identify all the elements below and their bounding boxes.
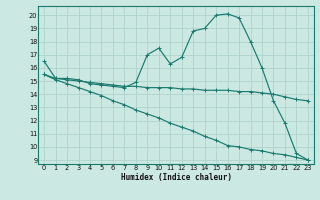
X-axis label: Humidex (Indice chaleur): Humidex (Indice chaleur) bbox=[121, 172, 231, 182]
